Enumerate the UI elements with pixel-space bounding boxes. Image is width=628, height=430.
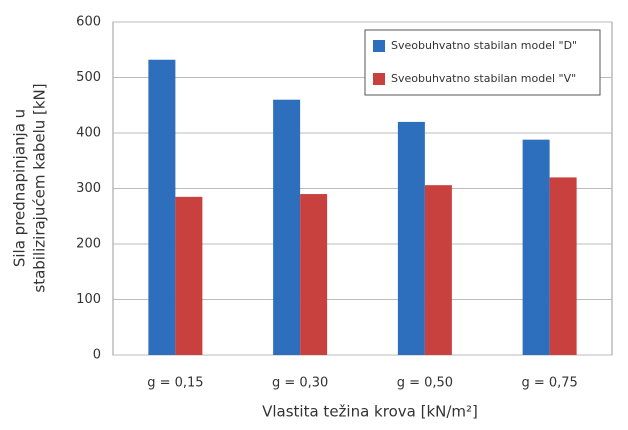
legend-label: Sveobuhvatno stabilan model "D" — [391, 39, 577, 52]
y-tick-label: 300 — [76, 181, 101, 196]
y-tick-label: 100 — [76, 292, 101, 307]
bar — [424, 185, 452, 355]
legend-label: Sveobuhvatno stabilan model "V" — [391, 72, 576, 85]
y-axis-label: Sila prednapinjanja u — [11, 109, 29, 267]
legend-swatch — [373, 40, 385, 52]
x-tick-label: g = 0,50 — [397, 376, 453, 391]
legend-box — [364, 29, 601, 96]
y-axis-label: stabilizirajućem kabelu [kN] — [31, 83, 49, 292]
x-tick-label: g = 0,30 — [272, 376, 328, 391]
bar — [522, 139, 550, 355]
bar — [175, 196, 203, 355]
bar — [148, 59, 176, 356]
x-tick-label: g = 0,75 — [521, 376, 577, 391]
bar — [273, 99, 301, 355]
bar — [300, 194, 328, 355]
y-tick-label: 200 — [76, 237, 101, 252]
y-tick-label: 400 — [76, 126, 101, 141]
x-tick-label: g = 0,15 — [147, 376, 203, 391]
x-axis-label: Vlastita težina krova [kN/m²] — [262, 403, 478, 421]
bar — [397, 121, 425, 356]
bar — [549, 177, 577, 355]
legend-swatch — [373, 73, 385, 85]
y-tick-label: 0 — [93, 348, 101, 363]
y-tick-label: 600 — [76, 15, 101, 30]
y-tick-label: 500 — [76, 70, 101, 85]
